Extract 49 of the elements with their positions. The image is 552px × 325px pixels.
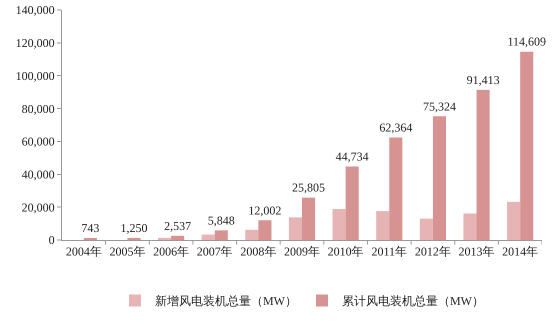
bar (376, 211, 390, 240)
bar (258, 220, 272, 240)
y-tick-label: 120,000 (16, 36, 55, 50)
x-tick-label: 2004年 (66, 244, 102, 258)
x-tick-label: 2005年 (109, 244, 146, 258)
bar (389, 138, 402, 240)
x-tick-label: 2007年 (196, 244, 233, 258)
bar (420, 218, 433, 240)
data-label: 12,002 (248, 203, 282, 218)
bar (463, 214, 477, 240)
x-tick-label: 2014年 (502, 244, 538, 258)
data-label: 75,324 (422, 99, 456, 114)
data-label: 91,413 (466, 72, 500, 87)
bar (214, 230, 228, 240)
y-tick-label: 60,000 (22, 134, 55, 149)
bar (476, 90, 490, 240)
bar (245, 230, 258, 240)
data-label: 743 (81, 221, 100, 235)
bar (507, 202, 520, 240)
bar (202, 234, 215, 240)
y-tick-label: 40,000 (22, 167, 55, 182)
data-label: 62,364 (379, 120, 412, 135)
data-label: 25,805 (292, 180, 326, 195)
legend-label: 新增风电装机总量（MW） (155, 294, 297, 308)
bar (432, 116, 446, 240)
bar (171, 236, 184, 240)
y-tick-label: 80,000 (22, 102, 55, 116)
x-tick-label: 2008年 (240, 244, 276, 258)
x-tick-label: 2011年 (371, 244, 408, 258)
legend-label: 累计风电装机总量（MW） (342, 294, 484, 308)
data-label: 1,250 (120, 220, 148, 235)
data-label: 2,537 (164, 218, 192, 233)
bar (332, 208, 346, 240)
bar (346, 166, 359, 240)
bar (302, 198, 316, 240)
x-tick-label: 2006年 (153, 244, 190, 258)
x-tick-label: 2010年 (328, 244, 364, 258)
x-tick-label: 2009年 (284, 244, 320, 258)
x-tick-label: 2013年 (458, 244, 495, 258)
data-label: 5,848 (208, 213, 235, 228)
bar (288, 217, 302, 240)
y-tick-label: 0 (48, 233, 55, 248)
bar (520, 52, 534, 240)
y-tick-label: 20,000 (22, 200, 55, 214)
data-label: 44,734 (336, 150, 369, 164)
x-tick-label: 2012年 (414, 244, 451, 258)
data-label: 114,609 (507, 34, 546, 49)
y-tick-label: 100,000 (16, 68, 55, 83)
y-tick-label: 140,000 (16, 3, 55, 18)
